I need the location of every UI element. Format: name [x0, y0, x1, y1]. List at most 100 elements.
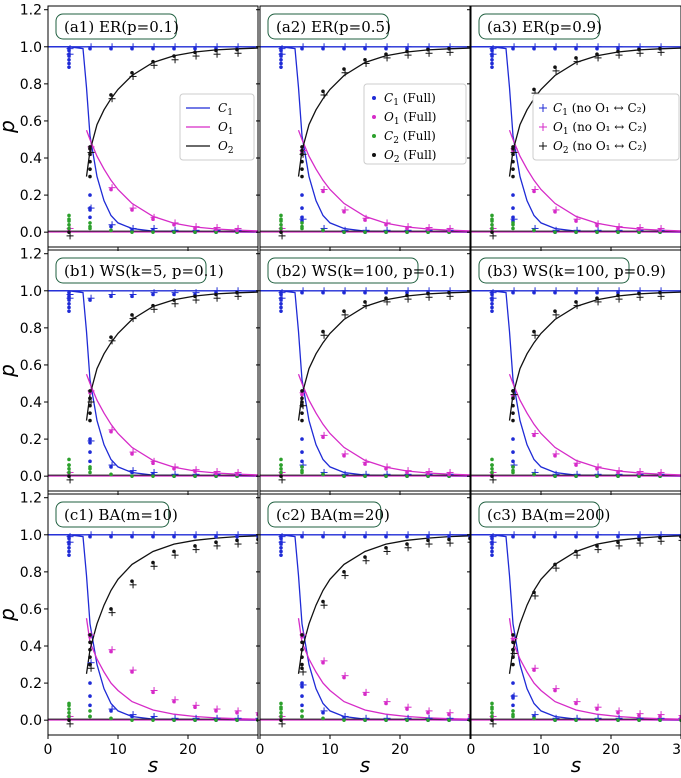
point-o2-cluster-b2-3	[300, 418, 304, 423]
marker-o2-c3-4	[573, 551, 581, 559]
point-o2-cluster-b1-0	[88, 403, 92, 408]
point-c2-c2-2	[321, 716, 325, 721]
marker-c1top-c1-7	[213, 531, 221, 539]
ytick-label-c1-2: 0.4	[20, 639, 42, 655]
plot-area-a1	[48, 43, 258, 240]
point-c2-b1-4	[151, 474, 155, 478]
point-c2-c2-3	[342, 718, 346, 722]
marker-c1top-b2-1	[299, 287, 307, 295]
marker-o1-a3-4	[573, 215, 581, 223]
point-c1-cluster6-b2-1	[300, 450, 304, 454]
point-c2-cluster6-c3-0	[511, 714, 515, 719]
xtick-label-c1-2: 20	[179, 742, 197, 758]
curve-o1-b1	[85, 373, 258, 476]
point-c2-a3-3	[553, 230, 557, 234]
point-c1-cluster6-b3-1	[511, 450, 515, 454]
point-c1-cluster-c2-4	[279, 534, 283, 539]
xlabel-c2: s	[360, 753, 370, 777]
xtick-label-c3-2: 20	[602, 742, 620, 758]
marker-o2-b3-5	[594, 298, 602, 306]
point-c2-cluster-b3-3	[490, 470, 494, 475]
point-c2-cluster-c1-1	[67, 707, 71, 711]
point-c2-c3-6	[616, 718, 620, 722]
point-c2-cluster-c1-2	[67, 701, 71, 706]
legend-item-a3-2-label: O2 (no O₁ ↔ C₂)	[553, 139, 647, 156]
point-c1-cluster-c1-3	[67, 540, 71, 544]
marker-c1top-c3-5	[594, 531, 602, 539]
point-c2-a3-5	[595, 230, 599, 234]
point-c2-c3-8	[658, 718, 662, 722]
point-c1-cluster-a1-0	[67, 57, 71, 62]
marker-c1-b1-2	[108, 461, 116, 469]
panel-title-b1: (b1) WS(k=5, p=0.1)	[64, 262, 224, 280]
curve-c1-c1	[48, 534, 258, 721]
xtick-label-c1-0: 0	[44, 742, 53, 758]
point-o2-cluster-a3-1	[511, 167, 515, 171]
point-c1-cluster-c3-2	[490, 553, 494, 557]
legend-item-a2-2-swatch	[372, 134, 376, 138]
point-c1-cluster6-b3-0	[511, 459, 515, 464]
marker-c1top-c2-3	[341, 531, 349, 539]
marker-o2-a2-5	[383, 54, 391, 62]
marker-c1top-b1-4	[150, 289, 158, 297]
marker-c1top-c3-2	[531, 531, 539, 539]
point-c2-cluster-a3-2	[490, 213, 494, 218]
point-c2-cluster-c2-1	[279, 707, 283, 711]
point-c2-b2-7	[426, 474, 430, 478]
point-c2-cluster-b2-1	[279, 463, 283, 467]
marker-c1-c2-9	[467, 717, 470, 719]
point-o2-cluster-a1-0	[88, 159, 92, 164]
marker-o1-a1-2	[108, 184, 116, 192]
point-c2-cluster6-a3-1	[511, 221, 515, 225]
marker-o2-b1-2	[108, 337, 116, 345]
panel-title-c2: (c2) BA(m=20)	[276, 506, 390, 524]
title-box-c3	[478, 501, 600, 528]
point-c2-cluster6-a1-0	[88, 226, 92, 231]
point-o2-cluster-c1-4	[88, 633, 92, 637]
plot-area-a3	[471, 43, 681, 240]
marker-c1top-a1-2	[108, 43, 116, 51]
marker-o2-c1-9	[255, 542, 258, 544]
marker-o1-a2-8	[446, 224, 454, 232]
curve-c1-b1	[48, 290, 258, 477]
point-c2-cluster-c2-0	[279, 710, 283, 715]
legend-item-a1-2: O2	[186, 139, 234, 156]
marker-c1top-c3-6	[615, 531, 623, 539]
point-o2-cluster-c1-1	[88, 655, 92, 659]
marker-c1top-c2-2	[320, 531, 328, 539]
legend-item-a2-3-label: O2 (Full)	[384, 148, 437, 165]
marker-o1-b3-3	[552, 450, 560, 458]
marker-o1-a2-3	[341, 206, 349, 214]
ytick-label-b1-3: 0.6	[20, 358, 42, 374]
marker-o1-c1-2	[108, 646, 116, 654]
legend-item-a2-0: C1 (Full)	[372, 91, 436, 108]
legend-item-a1-1-label: O1	[218, 120, 234, 137]
point-c2-cluster-a2-2	[279, 213, 283, 218]
marker-o2-a2-2	[320, 91, 328, 99]
marker-o1-b3-5	[594, 463, 602, 471]
legend-item-a2-0-swatch	[372, 96, 376, 100]
point-c2-a3-2	[532, 228, 536, 233]
point-c2-cluster6-b1-1	[88, 465, 92, 469]
marker-o1-c1-9	[255, 712, 258, 714]
marker-o2-b3-4	[573, 302, 581, 310]
ytick-label-a1-1: 0.2	[20, 188, 42, 204]
xlabel-c3: s	[571, 753, 581, 777]
legend-item-a1-2-label: O2	[218, 139, 234, 156]
marker-c1top-a1-5	[171, 43, 179, 51]
ytick-label-c1-0: 0.0	[20, 713, 42, 729]
point-c1-cluster6-b2-0	[300, 459, 304, 464]
point-c1-cluster-a3-0	[490, 57, 494, 62]
marker-o1-c1-8	[234, 707, 242, 715]
point-c1-cluster6-c3-0	[511, 703, 515, 708]
marker-o1-a2-6	[404, 223, 412, 231]
point-o2-cluster-b2-1	[300, 411, 304, 415]
marker-o2-c3-6	[615, 542, 623, 550]
marker-c1top-c1-6	[192, 531, 200, 539]
legend-a3: C1 (no O₁ ↔ C₂) O1 (no O₁ ↔ C₂) O2 (no O₁ …	[532, 93, 680, 161]
marker-o1-c2-8	[446, 709, 454, 717]
point-c1-cluster-a2-4	[279, 46, 283, 51]
legend-item-a2-1: O1 (Full)	[372, 110, 437, 127]
point-o2-cluster-b3-1	[511, 411, 515, 415]
point-c2-cluster-b2-0	[279, 466, 283, 471]
